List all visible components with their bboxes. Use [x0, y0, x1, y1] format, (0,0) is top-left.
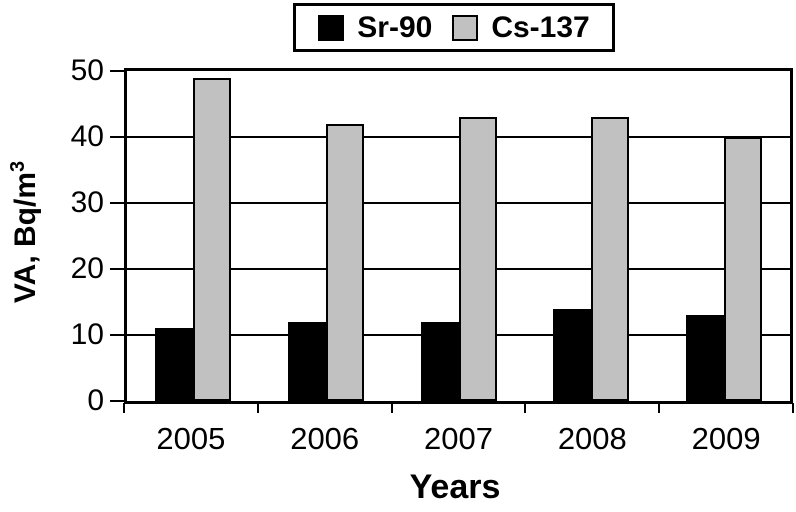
y-tick-30	[110, 202, 124, 204]
legend: Sr-90 Cs-137	[293, 3, 615, 52]
x-tick-4	[658, 403, 661, 413]
x-tick-label-2005: 2005	[156, 421, 226, 456]
bar-sr-90-2007	[420, 321, 459, 401]
x-tick-2	[390, 403, 393, 413]
y-tick-50	[110, 70, 124, 72]
y-axis-title-superscript: 3	[7, 160, 29, 172]
bar-sr-90-2008	[553, 308, 592, 401]
y-tick-label-0: 0	[87, 384, 104, 417]
bar-cs-137-2005	[193, 77, 232, 401]
x-tick-3	[524, 403, 527, 413]
bar-cs-137-2008	[591, 117, 630, 401]
y-tick-label-30: 30	[70, 186, 104, 219]
y-tick-label-10: 10	[70, 318, 104, 351]
legend-label-sr-90: Sr-90	[357, 10, 433, 44]
bar-sr-90-2009	[685, 315, 724, 401]
y-tick-label-40: 40	[70, 120, 104, 153]
x-tick-1	[256, 403, 259, 413]
x-tick-label-2009: 2009	[691, 421, 761, 456]
x-tick-5	[792, 403, 794, 413]
y-tick-10	[110, 334, 124, 336]
bar-sr-90-2006	[287, 321, 326, 401]
y-tick-label-20: 20	[70, 252, 104, 285]
legend-swatch-sr-90	[318, 14, 345, 41]
bar-cs-137-2006	[325, 123, 364, 401]
x-axis-title: Years	[409, 468, 501, 506]
y-tick-label-50: 50	[70, 54, 104, 87]
x-tick-0	[123, 403, 125, 413]
x-tick-label-2006: 2006	[290, 421, 360, 456]
bar-sr-90-2005	[155, 328, 194, 401]
y-tick-20	[110, 268, 124, 270]
legend-swatch-cs-137	[452, 14, 479, 41]
y-tick-0	[110, 400, 124, 402]
x-tick-label-2008: 2008	[557, 421, 627, 456]
legend-label-cs-137: Cs-137	[491, 10, 590, 44]
plot-area	[124, 68, 793, 404]
bar-cs-137-2007	[458, 117, 497, 401]
y-tick-40	[110, 136, 124, 138]
x-tick-label-2007: 2007	[424, 421, 493, 456]
bar-cs-137-2009	[723, 137, 762, 401]
